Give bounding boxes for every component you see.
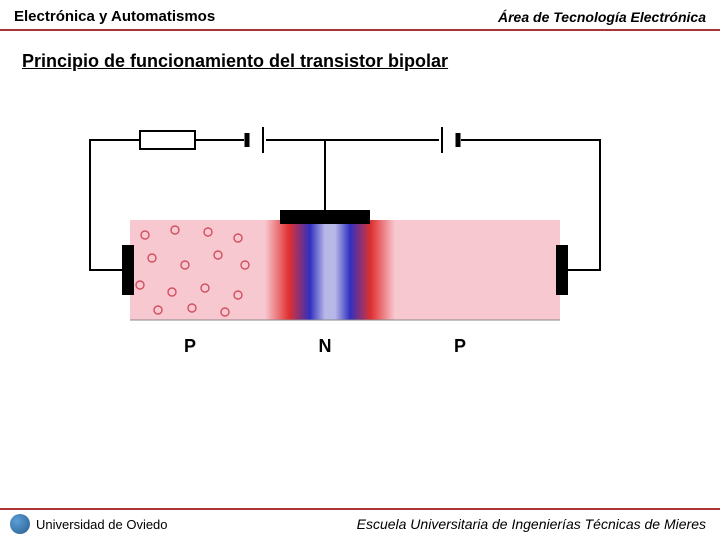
footer-left: Universidad de Oviedo (10, 514, 168, 534)
footer: Universidad de Oviedo Escuela Universita… (0, 508, 720, 534)
footer-row: Universidad de Oviedo Escuela Universita… (0, 514, 720, 534)
school-name: Escuela Universitaria de Ingenierías Téc… (357, 516, 706, 532)
area-title: Área de Tecnología Electrónica (498, 9, 706, 25)
university-name: Universidad de Oviedo (36, 517, 168, 532)
bottom-rule (0, 508, 720, 510)
transistor-diagram: PNP (80, 120, 610, 380)
course-title: Electrónica y Automatismos (14, 8, 215, 25)
university-logo-icon (10, 514, 30, 534)
svg-text:N: N (319, 336, 332, 356)
diagram-svg: PNP (80, 120, 610, 380)
slide-title: Principio de funcionamiento del transist… (22, 51, 720, 72)
svg-text:P: P (184, 336, 196, 356)
svg-text:P: P (454, 336, 466, 356)
top-rule (0, 29, 720, 31)
header: Electrónica y Automatismos Área de Tecno… (0, 0, 720, 27)
